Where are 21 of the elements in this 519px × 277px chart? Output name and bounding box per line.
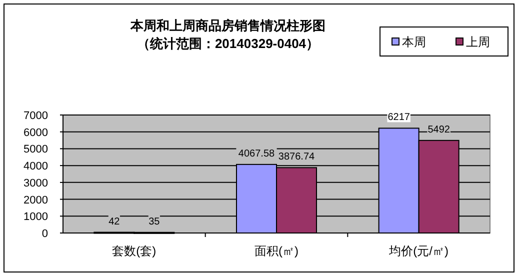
y-tick-label: 4000 xyxy=(24,160,48,173)
x-tick-label: 均价(元/㎡) xyxy=(388,244,448,258)
chart-title: 本周和上周商品房销售情况柱形图 xyxy=(130,18,326,33)
legend-label: 上周 xyxy=(466,35,490,49)
y-tick-label: 0 xyxy=(42,228,48,240)
chart-subtitle: （统计范围：20140329-0404） xyxy=(136,36,320,51)
y-tick-label: 2000 xyxy=(24,194,48,206)
x-tick-label: 面积(㎡) xyxy=(254,244,298,258)
data-label: 35 xyxy=(148,216,160,228)
x-tick-label: 套数(套) xyxy=(112,244,156,258)
y-tick-label: 3000 xyxy=(24,177,48,190)
y-tick-label: 1000 xyxy=(24,211,48,224)
data-label: 3876.74 xyxy=(278,152,316,163)
y-tick-label: 7000 xyxy=(24,110,48,122)
data-label: 6217 xyxy=(388,112,410,124)
y-tick-label: 5000 xyxy=(24,144,48,156)
y-tick-label: 6000 xyxy=(24,126,48,139)
data-label: 5492 xyxy=(428,124,450,136)
legend-label: 本周 xyxy=(402,35,426,49)
data-label: 4067.58 xyxy=(238,148,276,160)
data-label: 42 xyxy=(108,216,120,228)
